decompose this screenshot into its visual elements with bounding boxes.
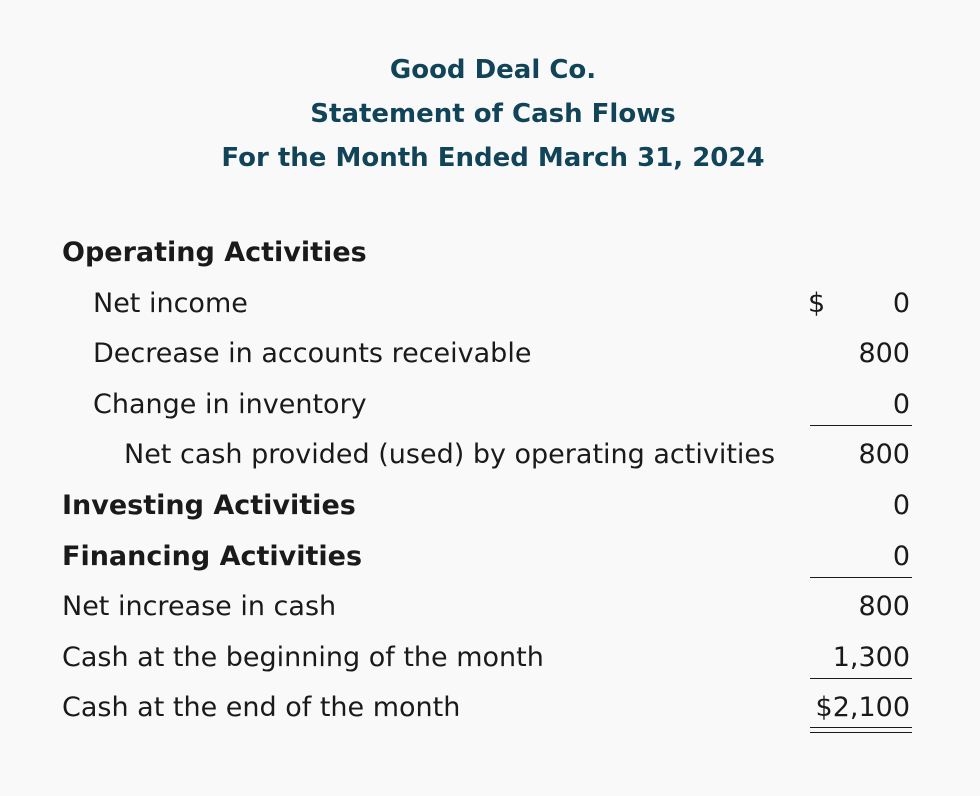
row-label: Cash at the beginning of the month xyxy=(62,641,544,673)
row-amount: 800 xyxy=(858,338,910,370)
total-value: 2,100 xyxy=(832,692,910,724)
row-amount: 0 xyxy=(892,489,910,521)
row-label: Change in inventory xyxy=(93,388,367,420)
dollar-sign: $ xyxy=(815,692,833,724)
operating-activities-row: Operating Activities xyxy=(62,228,912,279)
row-label: Cash at the end of the month xyxy=(62,692,461,724)
row-amount: 0 xyxy=(892,287,910,319)
cash-beginning-row: Cash at the beginning of the month 1,300 xyxy=(62,633,912,684)
subtotal-underline xyxy=(810,678,912,680)
cash-flow-table: Operating Activities Net income $ 0 Decr… xyxy=(62,228,912,734)
row-amount: $2,100 xyxy=(810,683,910,734)
row-label: Financing Activities xyxy=(62,540,363,572)
company-name: Good Deal Co. xyxy=(389,55,597,85)
decrease-accounts-receivable-row: Decrease in accounts receivable 800 xyxy=(62,329,912,380)
row-amount: 0 xyxy=(892,388,910,420)
row-label: Net increase in cash xyxy=(62,591,337,623)
row-amount: 0 xyxy=(892,540,910,572)
net-income-row: Net income $ 0 xyxy=(62,279,912,330)
dollar-sign: $ xyxy=(808,287,826,319)
total-double-underline xyxy=(810,726,912,733)
row-label: Net cash provided (used) by operating ac… xyxy=(124,439,776,471)
net-cash-operating-row: Net cash provided (used) by operating ac… xyxy=(62,430,912,481)
subtotal-underline xyxy=(810,425,912,427)
subtotal-underline xyxy=(810,577,912,579)
statement-title: Statement of Cash Flows xyxy=(310,99,676,129)
net-increase-cash-row: Net increase in cash 800 xyxy=(62,582,912,633)
row-amount: 800 xyxy=(858,439,910,471)
row-label: Decrease in accounts receivable xyxy=(93,338,532,370)
row-label: Operating Activities xyxy=(62,237,367,268)
change-in-inventory-row: Change in inventory 0 xyxy=(62,380,912,431)
statement-header: Good Deal Co. Statement of Cash Flows Fo… xyxy=(0,48,980,180)
row-amount: 800 xyxy=(858,591,910,623)
row-label: Net income xyxy=(93,287,248,319)
investing-activities-row: Investing Activities 0 xyxy=(62,481,912,532)
row-amount: 1,300 xyxy=(832,641,910,673)
financing-activities-row: Financing Activities 0 xyxy=(62,532,912,583)
cash-end-row: Cash at the end of the month $2,100 xyxy=(62,683,912,734)
row-label: Investing Activities xyxy=(62,489,356,521)
statement-period: For the Month Ended March 31, 2024 xyxy=(221,143,765,173)
